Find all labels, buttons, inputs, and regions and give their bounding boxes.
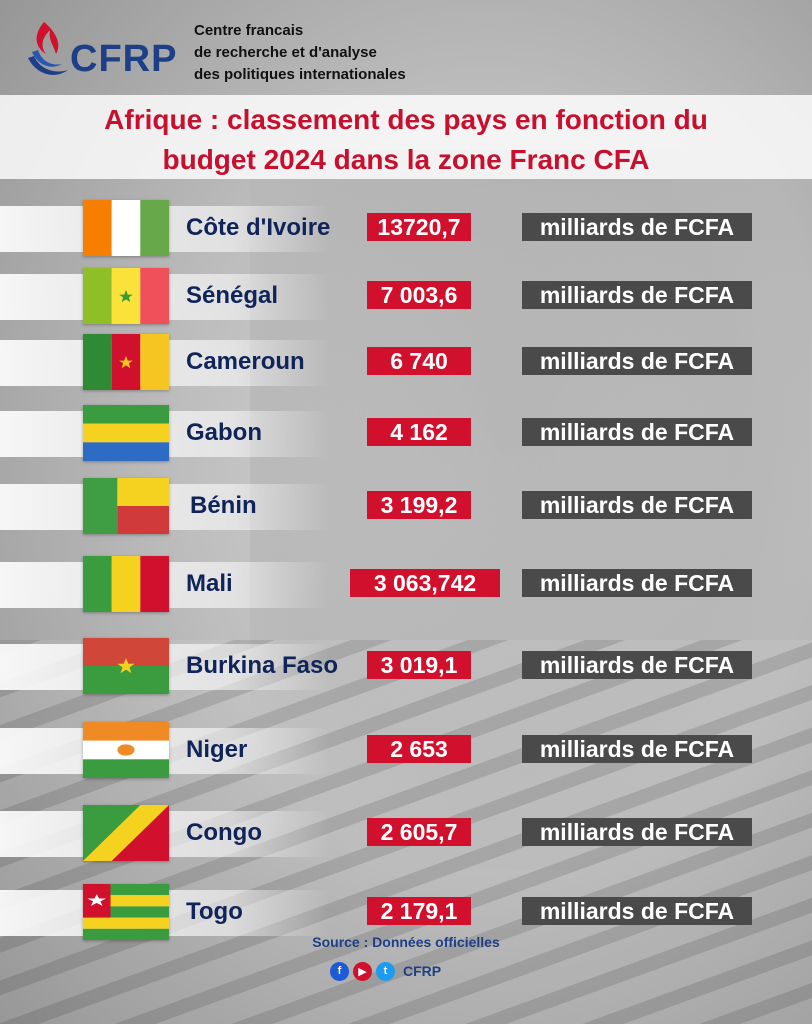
togo-flag-icon bbox=[83, 884, 169, 940]
country-name: Burkina Faso bbox=[186, 652, 339, 679]
country-name: Bénin bbox=[190, 492, 257, 519]
unit-label: milliards de FCFA bbox=[522, 213, 752, 241]
list-item: Togo 2 179,1 milliards de FCFA bbox=[0, 884, 812, 940]
country-name: Congo bbox=[186, 819, 262, 846]
country-name: Mali bbox=[186, 570, 233, 597]
country-name: Niger bbox=[186, 736, 248, 763]
benin-flag-icon bbox=[83, 478, 169, 534]
budget-value: 2 179,1 bbox=[367, 897, 471, 925]
niger-flag-icon bbox=[83, 722, 169, 778]
list-item: Côte d'Ivoire 13720,7 milliards de FCFA bbox=[0, 200, 812, 256]
logo-text: CFRP bbox=[70, 38, 178, 80]
unit-label: milliards de FCFA bbox=[522, 569, 752, 597]
list-item: Niger 2 653 milliards de FCFA bbox=[0, 722, 812, 778]
unit-label: milliards de FCFA bbox=[522, 281, 752, 309]
list-item: Gabon 4 162 milliards de FCFA bbox=[0, 405, 812, 461]
mali-flag-icon bbox=[83, 556, 169, 612]
organization-name: Centre francais de recherche et d'analys… bbox=[194, 20, 406, 86]
source-note: Source : Données officielles bbox=[312, 934, 500, 950]
unit-label: milliards de FCFA bbox=[522, 347, 752, 375]
cameroon-flag-icon bbox=[83, 334, 169, 390]
title-line-2: budget 2024 dans la zone Franc CFA bbox=[162, 144, 650, 175]
header: CFRP Centre francais de recherche et d'a… bbox=[0, 0, 812, 92]
country-name: Togo bbox=[186, 898, 243, 925]
gabon-flag-icon bbox=[83, 405, 169, 461]
title-line-1: Afrique : classement des pays en fonctio… bbox=[104, 104, 708, 135]
country-name: Cameroun bbox=[186, 348, 305, 375]
budget-value: 2 605,7 bbox=[367, 818, 471, 846]
title-band bbox=[0, 95, 812, 179]
country-name: Côte d'Ivoire bbox=[186, 214, 331, 241]
org-line: de recherche et d'analyse bbox=[194, 44, 377, 61]
social-links: f ▶ t CFRP bbox=[330, 960, 441, 982]
budget-value: 3 063,742 bbox=[350, 569, 500, 597]
country-name: Gabon bbox=[186, 419, 262, 446]
senegal-flag-icon bbox=[83, 268, 169, 324]
list-item: Congo 2 605,7 milliards de FCFA bbox=[0, 805, 812, 861]
list-item: Cameroun 6 740 milliards de FCFA bbox=[0, 334, 812, 390]
unit-label: milliards de FCFA bbox=[522, 735, 752, 763]
twitter-icon[interactable]: t bbox=[376, 961, 395, 981]
burkina-faso-flag-icon bbox=[83, 638, 169, 694]
country-name: Sénégal bbox=[186, 282, 279, 309]
budget-value: 13720,7 bbox=[367, 213, 471, 241]
list-item: Sénégal 7 003,6 milliards de FCFA bbox=[0, 268, 812, 324]
cote-divoire-flag-icon bbox=[83, 200, 169, 256]
unit-label: milliards de FCFA bbox=[522, 491, 752, 519]
budget-value: 3 199,2 bbox=[367, 491, 471, 519]
unit-label: milliards de FCFA bbox=[522, 897, 752, 925]
unit-label: milliards de FCFA bbox=[522, 651, 752, 679]
budget-value: 3 019,1 bbox=[367, 651, 471, 679]
org-line: des politiques internationales bbox=[194, 66, 406, 83]
unit-label: milliards de FCFA bbox=[522, 418, 752, 446]
list-item: Mali 3 063,742 milliards de FCFA bbox=[0, 556, 812, 612]
budget-value: 4 162 bbox=[367, 418, 471, 446]
budget-value: 2 653 bbox=[367, 735, 471, 763]
unit-label: milliards de FCFA bbox=[522, 818, 752, 846]
flame-logo-icon bbox=[28, 22, 68, 75]
list-item: Burkina Faso 3 019,1 milliards de FCFA bbox=[0, 638, 812, 694]
page-title: Afrique : classement des pays en fonctio… bbox=[0, 100, 812, 180]
facebook-icon[interactable]: f bbox=[330, 961, 349, 981]
org-line: Centre francais bbox=[194, 22, 304, 39]
congo-flag-icon bbox=[83, 805, 169, 861]
budget-value: 6 740 bbox=[367, 347, 471, 375]
social-handle: CFRP bbox=[403, 963, 442, 979]
youtube-icon[interactable]: ▶ bbox=[353, 961, 372, 981]
list-item: Bénin 3 199,2 milliards de FCFA bbox=[0, 478, 812, 534]
budget-value: 7 003,6 bbox=[367, 281, 471, 309]
